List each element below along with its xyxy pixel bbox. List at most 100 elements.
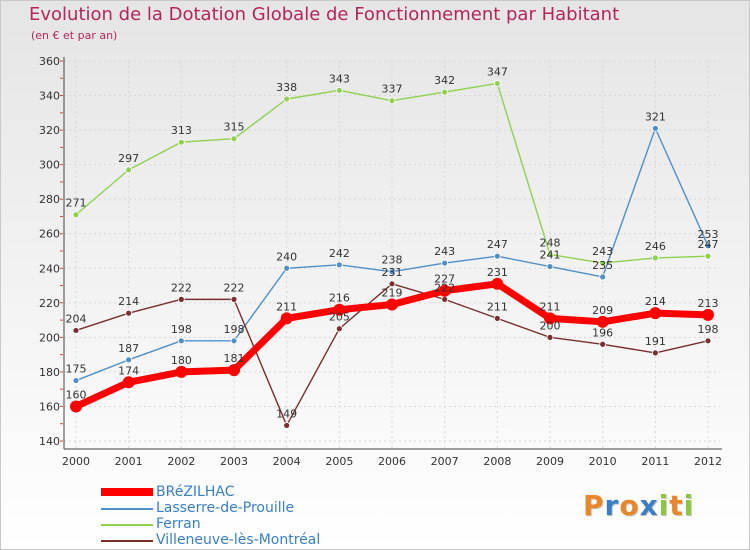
axes: 140 160 180 200 220 240 260 280 300 320 340 360 2000… bbox=[39, 55, 722, 468]
data-label: 347 bbox=[487, 65, 508, 78]
data-point bbox=[599, 340, 607, 348]
chart-subtitle: (en € et par an) bbox=[31, 29, 118, 42]
logo-letter: i bbox=[683, 489, 695, 522]
data-label: 211 bbox=[276, 300, 297, 313]
data-point bbox=[122, 376, 135, 389]
data-label: 174 bbox=[118, 364, 139, 377]
data-point bbox=[702, 308, 714, 321]
data-point bbox=[704, 252, 712, 260]
data-point bbox=[72, 211, 80, 219]
data-point bbox=[72, 377, 80, 384]
data-point bbox=[599, 273, 607, 281]
data-label: 204 bbox=[66, 312, 87, 325]
legend-label-villeneuve: Villeneuve-lès-Montréal bbox=[156, 532, 321, 548]
logo-letter: P bbox=[583, 489, 605, 522]
data-label: 227 bbox=[434, 273, 455, 286]
data-point bbox=[388, 97, 396, 105]
data-label: 180 bbox=[171, 354, 192, 367]
data-label: 175 bbox=[66, 363, 87, 376]
data-label: 211 bbox=[487, 300, 508, 313]
y-tick-label: 360 bbox=[39, 55, 60, 68]
data-point bbox=[177, 337, 185, 345]
series bbox=[70, 80, 714, 429]
data-point bbox=[333, 303, 346, 316]
legend-swatch-brezilhac bbox=[101, 488, 153, 496]
data-point bbox=[335, 261, 343, 269]
y-tick-label: 260 bbox=[39, 228, 60, 241]
chart-title: Evolution de la Dotation Globale de Fonc… bbox=[29, 4, 620, 25]
proxiti-logo: Proxiti bbox=[583, 489, 694, 522]
data-label: 240 bbox=[276, 250, 297, 263]
data-point bbox=[175, 365, 188, 378]
data-point bbox=[283, 95, 291, 103]
data-label: 343 bbox=[329, 72, 350, 85]
data-label: 198 bbox=[171, 323, 192, 336]
data-label: 247 bbox=[698, 238, 719, 251]
data-label: 191 bbox=[645, 335, 666, 348]
x-tick-label: 2008 bbox=[483, 455, 511, 468]
data-point bbox=[230, 135, 238, 143]
data-label: 205 bbox=[329, 311, 350, 324]
legend-swatch-lasserre bbox=[101, 508, 153, 510]
data-point bbox=[438, 284, 451, 297]
data-point bbox=[177, 138, 185, 146]
data-label: 253 bbox=[698, 228, 719, 241]
data-label: 313 bbox=[171, 124, 192, 137]
data-point bbox=[491, 277, 504, 290]
data-point bbox=[280, 312, 293, 325]
x-tick-label: 2000 bbox=[62, 455, 90, 468]
data-point bbox=[72, 327, 80, 334]
data-label: 342 bbox=[434, 74, 455, 87]
data-label: 315 bbox=[224, 121, 245, 134]
legend-label-brezilhac: BRéZILHAC bbox=[156, 484, 235, 500]
data-label: 213 bbox=[698, 297, 719, 310]
data-point bbox=[283, 422, 291, 429]
data-label: 149 bbox=[276, 407, 297, 420]
data-label: 160 bbox=[66, 388, 87, 401]
data-point bbox=[335, 86, 343, 94]
y-tick-label: 320 bbox=[39, 124, 60, 137]
data-label: 200 bbox=[540, 319, 561, 332]
data-point bbox=[386, 298, 398, 311]
data-label: 209 bbox=[592, 304, 613, 317]
x-tick-label: 2006 bbox=[378, 455, 406, 468]
data-point bbox=[335, 325, 343, 333]
data-label: 247 bbox=[487, 238, 508, 251]
data-point bbox=[651, 349, 659, 357]
data-point bbox=[177, 295, 185, 303]
data-point bbox=[493, 314, 501, 322]
data-label: 231 bbox=[487, 266, 508, 279]
x-tick-label: 2012 bbox=[694, 455, 722, 468]
data-point bbox=[70, 400, 82, 413]
data-point bbox=[546, 251, 554, 258]
data-label: 222 bbox=[171, 281, 192, 294]
data-point bbox=[546, 333, 554, 341]
data-label: 246 bbox=[645, 240, 666, 253]
logo-letter: x bbox=[639, 489, 659, 522]
data-point bbox=[704, 242, 712, 250]
data-point bbox=[388, 280, 396, 288]
x-tick-label: 2004 bbox=[273, 455, 301, 468]
data-label: 222 bbox=[434, 281, 455, 294]
y-tick-label: 300 bbox=[39, 159, 60, 172]
y-tick-label: 280 bbox=[39, 193, 60, 206]
data-label: 271 bbox=[66, 197, 87, 210]
data-point bbox=[649, 307, 662, 320]
y-tick-label: 240 bbox=[39, 262, 60, 275]
data-label: 238 bbox=[382, 254, 403, 267]
data-label: 214 bbox=[118, 295, 139, 308]
y-tick-label: 160 bbox=[39, 400, 60, 413]
legend-swatch-ferran bbox=[101, 524, 153, 526]
data-point bbox=[125, 309, 133, 317]
data-point bbox=[283, 264, 291, 272]
data-label: 214 bbox=[645, 295, 666, 308]
data-label: 248 bbox=[540, 236, 561, 249]
y-tick-label: 220 bbox=[39, 297, 60, 310]
data-point bbox=[493, 80, 501, 87]
x-tick-label: 2003 bbox=[220, 455, 248, 468]
x-tick-label: 2005 bbox=[325, 455, 353, 468]
data-point bbox=[493, 252, 501, 260]
data-label: 321 bbox=[645, 110, 666, 123]
y-tick-label: 180 bbox=[39, 366, 60, 379]
